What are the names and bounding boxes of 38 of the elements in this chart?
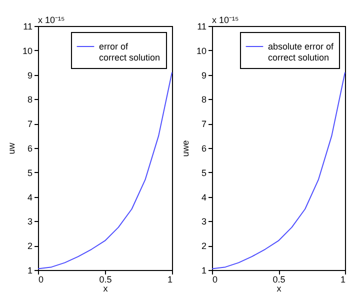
y-tick-label: 3 [201,216,206,227]
y-tick-label: 4 [27,192,32,202]
line-series [212,72,346,270]
y-tick-label: 6 [201,144,206,154]
y-tick-label: 7 [27,119,32,130]
y-tick-label: 7 [201,119,206,130]
x-tick-label: 0 [38,274,44,284]
y-tick-label: 6 [27,144,32,154]
x-tick-label: 0 [212,274,218,284]
x-tick-label: 1 [340,274,346,284]
y-tick-label: 10 [22,46,32,56]
line-series [38,72,172,270]
y-tick-label: 9 [201,70,206,80]
y-tick-label: 2 [201,241,206,252]
x-tick-label: 0.5 [272,274,286,284]
x-axis-title: x [103,284,108,292]
y-tick-label: 1 [27,266,32,276]
x-axis-title: x [276,284,282,292]
y-tick-label: 3 [27,216,32,227]
y-tick-label: 8 [27,94,32,105]
y-tick-label: 5 [201,168,206,178]
y-tick-label: 11 [197,22,206,32]
y-axis-title: uw [6,142,16,154]
y-tick-label: 9 [27,70,32,80]
x-tick-label: 1 [167,274,172,284]
y-tick-label: 4 [201,192,206,202]
y-tick-label: 8 [201,94,206,105]
legend-label: error of correct solution [99,42,160,62]
text: x 10⁻¹⁵ [38,15,66,25]
x-tick-label: 0.5 [99,274,112,284]
y-tick-label: 11 [23,22,32,32]
text: x 10⁻¹⁵ [212,15,240,25]
y-tick-label: 10 [196,46,206,56]
y-tick-label: 1 [201,266,206,276]
y-axis-title: uwe [180,140,190,157]
y-tick-label: 2 [27,241,32,252]
legend-label: absolute error of correct solution [268,42,334,62]
y-tick-label: 5 [27,168,32,178]
